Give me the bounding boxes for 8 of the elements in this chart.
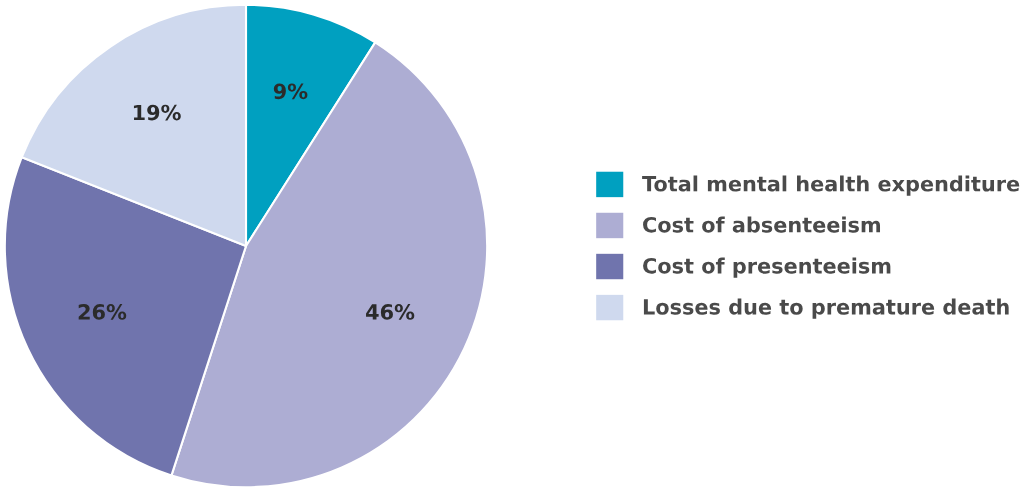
data-label: 9% (273, 83, 308, 100)
data-label: 19% (133, 104, 181, 121)
data-label: 46% (366, 304, 415, 320)
legend-label: Losses due to premature death (643, 298, 1009, 319)
data-label: 26% (78, 304, 127, 320)
legend-label: Total mental health expenditure (642, 175, 1020, 196)
legend-label: Cost of absenteeism (643, 216, 881, 233)
legend-label: Cost of presenteeism (643, 257, 891, 278)
